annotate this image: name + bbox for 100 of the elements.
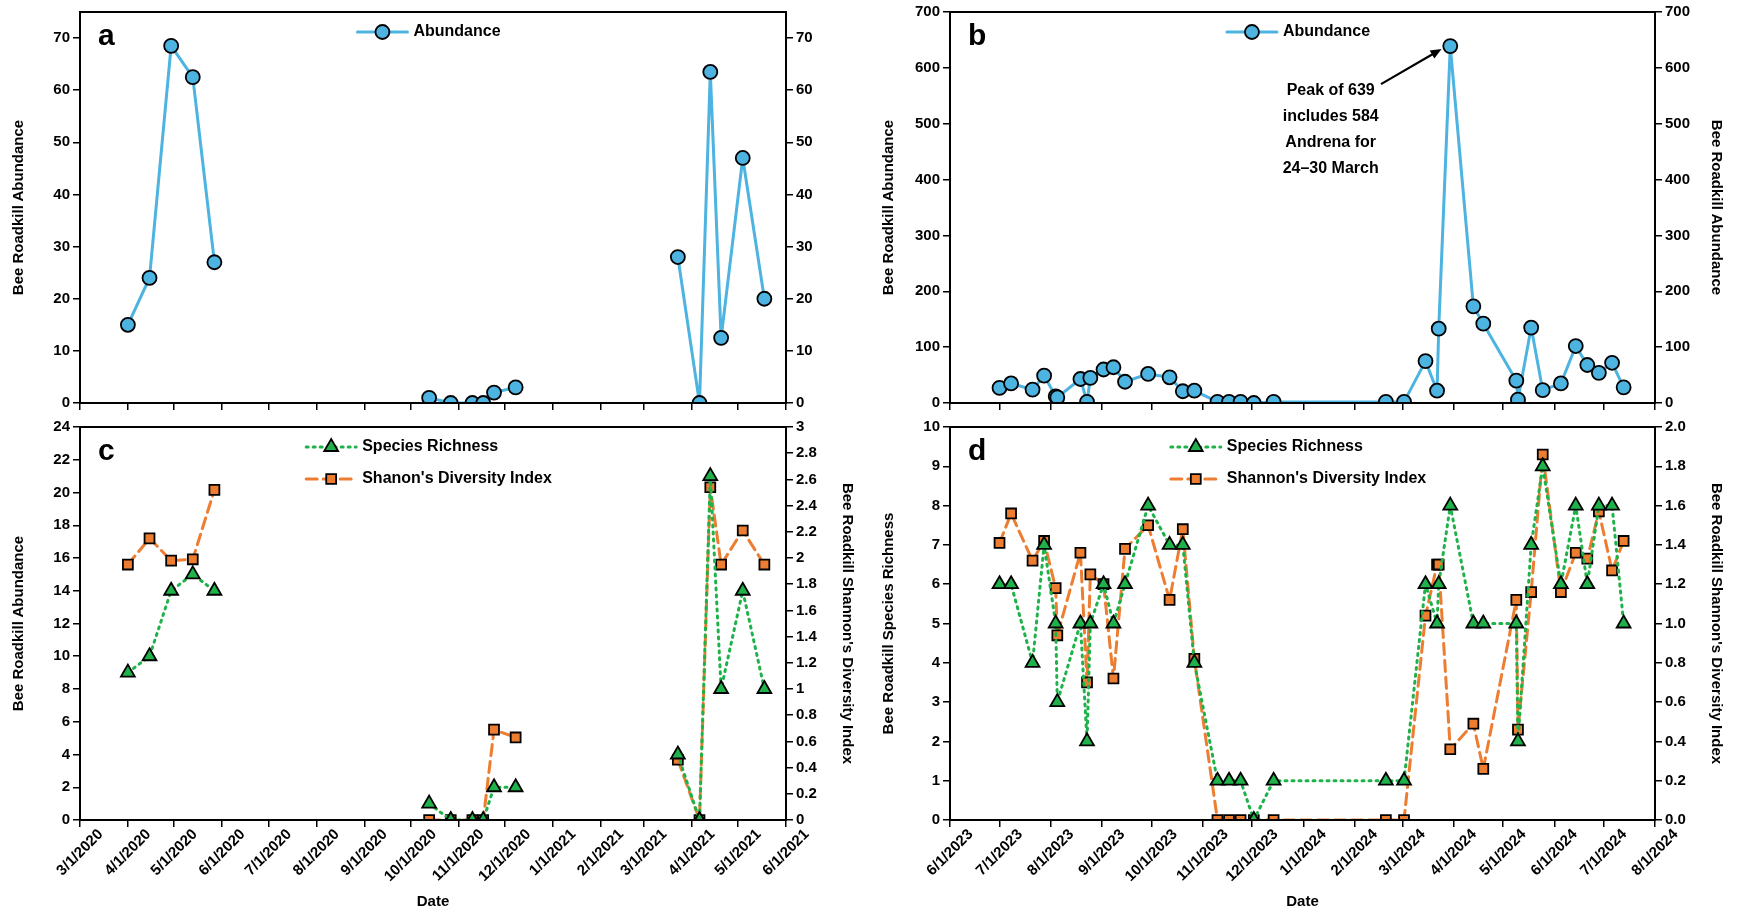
y2-tick-label: 2	[796, 548, 805, 566]
y2-tick-label: 10	[796, 341, 813, 359]
y2-axis-title: Bee Roadkill Shannon's Diversity Index	[1708, 482, 1726, 765]
y2-tick-label: 400	[1665, 169, 1691, 187]
y-tick-label: 8	[931, 495, 940, 513]
y-tick-label: 12	[53, 613, 70, 631]
y2-tick-label: 1.4	[1665, 535, 1687, 553]
y2-tick-label: 40	[796, 184, 813, 202]
y2-tick-label: 0.2	[1665, 770, 1686, 788]
y-tick-label: 10	[53, 341, 70, 359]
y2-tick-label: 30	[796, 236, 813, 254]
y-tick-label: 10	[923, 417, 940, 435]
y-tick-label: 20	[53, 482, 70, 500]
y2-tick-label: 0	[1665, 393, 1674, 411]
y2-tick-label: 2.2	[796, 521, 817, 539]
y2-tick-label: 2.4	[796, 495, 818, 513]
y-tick-label: 600	[914, 58, 940, 75]
legend-label: Species Richness	[362, 437, 499, 455]
y2-tick-label: 1	[796, 679, 805, 697]
y2-tick-label: 0	[796, 393, 805, 411]
y-tick-label: 7	[931, 535, 940, 553]
y2-tick-label: 700	[1665, 2, 1691, 20]
y-tick-label: 500	[914, 113, 940, 131]
y2-tick-label: 600	[1665, 58, 1691, 75]
y-tick-label: 400	[914, 169, 940, 187]
y2-axis-title: Bee Roadkill Shannon's Diversity Index	[839, 482, 857, 765]
y2-tick-label: 70	[796, 28, 813, 46]
y-tick-label: 10	[53, 646, 70, 664]
y-tick-label: 0	[931, 810, 940, 828]
legend-label: Abundance	[413, 22, 501, 40]
y-tick-label: 700	[914, 2, 940, 20]
y-tick-label: 5	[931, 613, 940, 631]
chart-title: d	[968, 433, 987, 467]
y2-tick-label: 3	[796, 417, 805, 435]
y-tick-label: 24	[53, 417, 71, 435]
y-tick-label: 0	[61, 393, 70, 411]
y-tick-label: 100	[914, 337, 940, 355]
y-tick-label: 3	[931, 692, 940, 710]
x-axis-title: Date	[1286, 892, 1319, 910]
y-axis-title: Bee Roadkill Abundance	[9, 119, 27, 296]
chart-title: c	[98, 433, 115, 467]
y-tick-label: 4	[61, 744, 71, 762]
y-tick-label: 6	[931, 574, 940, 592]
y2-tick-label: 0.6	[796, 731, 817, 749]
y2-tick-label: 0.4	[796, 757, 818, 775]
y2-tick-label: 1.6	[796, 600, 817, 618]
chart-title: b	[968, 18, 987, 52]
legend-label: Shanon's Diversity Index	[362, 469, 552, 487]
y2-tick-label: 50	[796, 132, 813, 150]
y-tick-label: 2	[61, 777, 70, 795]
y-tick-label: 22	[53, 449, 70, 467]
legend-label: Species Richness	[1226, 437, 1363, 455]
y-tick-label: 16	[53, 548, 70, 566]
y-axis-title: Bee Roadkill Abundance	[879, 119, 897, 296]
y2-tick-label: 0.0	[1665, 810, 1686, 828]
y-tick-label: 2	[931, 731, 940, 749]
y-tick-label: 6	[61, 711, 70, 729]
y2-tick-label: 0.8	[796, 705, 817, 723]
legend-label: Abundance	[1282, 22, 1371, 40]
chart-title: a	[98, 18, 115, 52]
y2-tick-label: 100	[1665, 337, 1691, 355]
y-tick-label: 50	[53, 132, 70, 150]
x-axis-title: Date	[416, 892, 450, 910]
y2-tick-label: 500	[1665, 113, 1691, 131]
y-tick-label: 200	[914, 281, 940, 299]
y-tick-label: 20	[53, 288, 70, 306]
y2-tick-label: 60	[796, 80, 813, 98]
y2-tick-label: 1.6	[1665, 495, 1686, 513]
y2-axis-title: Bee Roadkill Abundance	[1708, 119, 1726, 296]
legend-label: Shannon's Diversity Index	[1226, 469, 1427, 487]
y-axis-title: Bee Roadkill Species Richness	[879, 512, 897, 735]
y-tick-label: 1	[931, 770, 940, 788]
y2-tick-label: 1.2	[796, 652, 817, 670]
y2-tick-label: 0.6	[1665, 692, 1686, 710]
y2-tick-label: 1.2	[1665, 574, 1686, 592]
y2-tick-label: 0.8	[1665, 652, 1686, 670]
y2-tick-label: 0	[796, 810, 805, 828]
y-tick-label: 60	[53, 80, 70, 98]
annotation: Peak of 639 includes 584 Andrena for 24–30 March	[1282, 80, 1379, 176]
y-tick-label: 18	[53, 515, 70, 533]
y-tick-label: 300	[914, 225, 940, 243]
y-tick-label: 0	[61, 810, 70, 828]
y-tick-label: 70	[53, 28, 70, 46]
y2-tick-label: 2.8	[796, 443, 817, 461]
y2-tick-label: 200	[1665, 281, 1691, 299]
y2-tick-label: 20	[796, 288, 813, 306]
y2-tick-label: 1.0	[1665, 613, 1686, 631]
y-axis-title: Bee Roadkill Abundance	[9, 535, 27, 712]
y-tick-label: 40	[53, 184, 70, 202]
y2-tick-label: 1.8	[796, 574, 817, 592]
y-tick-label: 9	[931, 456, 940, 474]
y-tick-label: 4	[931, 652, 941, 670]
y2-tick-label: 0.4	[1665, 731, 1687, 749]
y2-tick-label: 1.8	[1665, 456, 1686, 474]
y-tick-label: 14	[53, 580, 71, 598]
y2-tick-label: 300	[1665, 225, 1691, 243]
y2-tick-label: 0.2	[796, 783, 817, 801]
y2-tick-label: 1.4	[796, 626, 818, 644]
y-tick-label: 0	[931, 393, 940, 411]
y2-tick-label: 2.0	[1665, 417, 1686, 435]
